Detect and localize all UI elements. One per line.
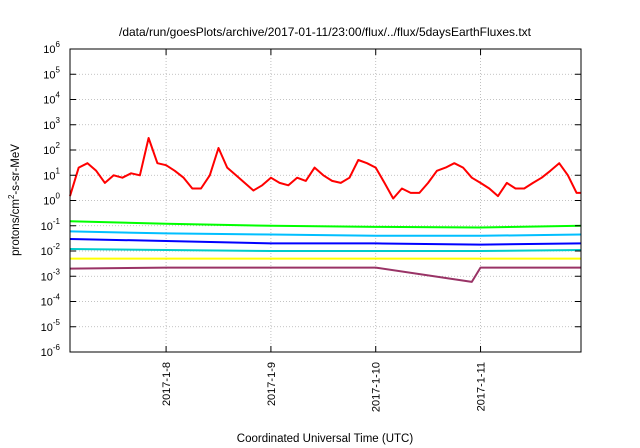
y-tick-label: 104 (43, 91, 60, 107)
x-axis-label: Coordinated Universal Time (UTC) (237, 433, 414, 445)
x-tick-label: 2017-1-10 (371, 362, 383, 412)
y-tick-label: 106 (43, 40, 60, 56)
grid (70, 49, 581, 352)
y-tick-label: 10-1 (41, 217, 61, 233)
y-tick-label: 102 (43, 141, 60, 157)
x-tick-label: 2017-1-8 (161, 362, 173, 406)
x-tick-label: 2017-1-11 (476, 362, 488, 411)
y-tick-label: 10-4 (41, 293, 61, 309)
series-line-1 (69, 220, 582, 229)
x-tick-label: 2017-1-9 (266, 362, 278, 406)
y-tick-label: 100 (43, 192, 60, 208)
y-tick-label: 10-6 (41, 343, 61, 359)
y-tick-label: 105 (43, 65, 60, 81)
series-line-0 (69, 137, 581, 200)
series-line-3 (69, 238, 582, 246)
y-tick-label: 10-3 (41, 267, 61, 283)
chart-title: /data/run/goesPlots/archive/2017-01-11/2… (119, 25, 532, 39)
y-tick-label: 101 (43, 166, 60, 182)
y-tick-labels: 10-6 10-5 10-4 10-3 10-2 10-1 100 101 102 103 104 1… (41, 40, 61, 359)
series-layer (69, 137, 582, 283)
series-line-6 (69, 266, 581, 283)
y-tick-label: 10-5 (41, 318, 61, 334)
series-line-2 (69, 230, 582, 237)
y-tick-label: 103 (43, 116, 60, 132)
series-line-4 (69, 248, 582, 252)
x-tick-labels: 2017-1-8 2017-1-9 2017-1-10 2017-1-11 (161, 362, 487, 412)
tick-marks (70, 48, 581, 353)
y-tick-label: 10-2 (41, 242, 61, 258)
y-axis-label: protons/cm2-s-sr-MeV (7, 144, 22, 256)
